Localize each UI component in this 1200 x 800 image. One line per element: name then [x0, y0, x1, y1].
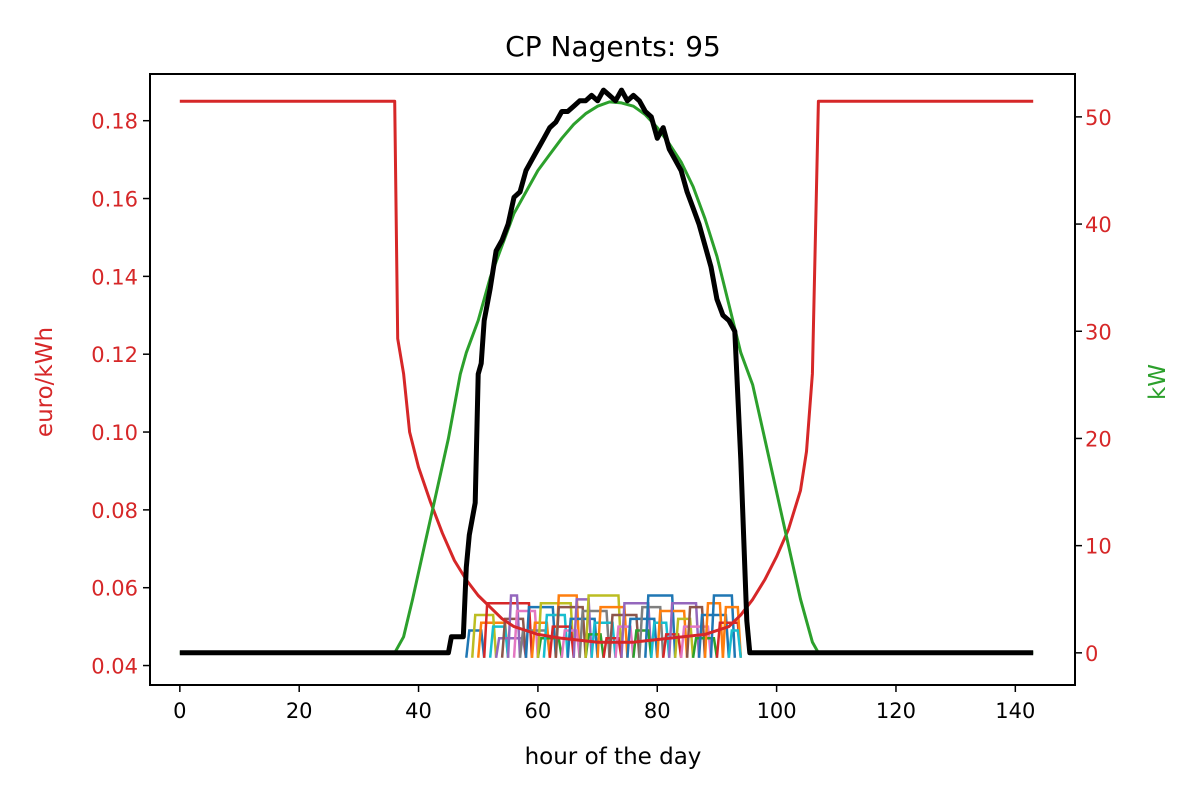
agent-profile-line: [661, 633, 683, 658]
agent-profile-line: [679, 625, 713, 658]
total-load-line: [179, 87, 1034, 656]
y-left-tick-label: 0.18: [91, 110, 138, 134]
y-left-tick-label: 0.04: [91, 655, 138, 679]
y-left-tick-label: 0.06: [91, 577, 138, 601]
y-right-tick-label: 50: [1085, 106, 1112, 130]
y-left-tick-label: 0.10: [91, 421, 138, 445]
agent-profile-line: [578, 609, 611, 658]
y-left-tick-label: 0.08: [91, 499, 138, 523]
x-tick-label: 40: [405, 699, 432, 723]
axes-frame: [149, 73, 1076, 686]
x-tick-label: 20: [286, 699, 313, 723]
agent-profile-line: [638, 605, 665, 658]
y-axis-right-label: kW: [1145, 364, 1171, 400]
kw-line: [179, 100, 1034, 655]
agent-profile-line: [548, 625, 575, 658]
agent-profile-line: [554, 605, 587, 658]
y-left-tick-label: 0.14: [91, 265, 138, 289]
x-tick-label: 80: [644, 699, 671, 723]
y-left-tick-label: 0.12: [91, 343, 138, 367]
x-tick-label: 120: [876, 699, 916, 723]
agent-profile-line: [596, 605, 629, 658]
x-axis: 0 20 40 60 80 100 120 140: [173, 685, 1035, 723]
x-axis-label: hour of the day: [525, 744, 702, 770]
y-right-tick-label: 0: [1085, 642, 1098, 666]
x-tick-label: 0: [173, 699, 186, 723]
plot-area: [179, 87, 1034, 658]
agent-profile-line: [500, 617, 528, 658]
agent-profile-line: [644, 594, 677, 658]
y-axis-right: 0 10 20 30 40 50: [1075, 106, 1112, 666]
agent-profile-line: [602, 637, 623, 658]
agent-profile-line: [572, 598, 593, 658]
agent-profile-line: [632, 629, 653, 658]
agent-profile-line: [709, 594, 737, 658]
y-axis-left-label: euro/kWh: [32, 327, 58, 437]
agent-profile-line: [488, 625, 510, 658]
x-tick-label: 140: [995, 699, 1035, 723]
agent-profile-line: [620, 602, 653, 658]
agent-profile-line: [667, 602, 701, 658]
chart-title: CP Nagents: 95: [505, 30, 721, 63]
y-right-tick-label: 30: [1085, 320, 1112, 344]
agent-profile-line: [471, 613, 498, 658]
y-right-tick-label: 40: [1085, 213, 1112, 237]
agent-profile-line: [727, 629, 743, 658]
y-right-tick-label: 10: [1085, 535, 1112, 559]
y-right-tick-label: 20: [1085, 427, 1112, 451]
agent-profile-line: [721, 605, 743, 658]
x-tick-label: 100: [757, 699, 797, 723]
y-left-tick-label: 0.16: [91, 188, 138, 212]
y-axis-left: 0.04 0.06 0.08 0.10 0.12 0.14 0.16 0.18: [91, 110, 150, 679]
x-tick-label: 60: [525, 699, 552, 723]
agent-profile-line: [685, 605, 707, 658]
